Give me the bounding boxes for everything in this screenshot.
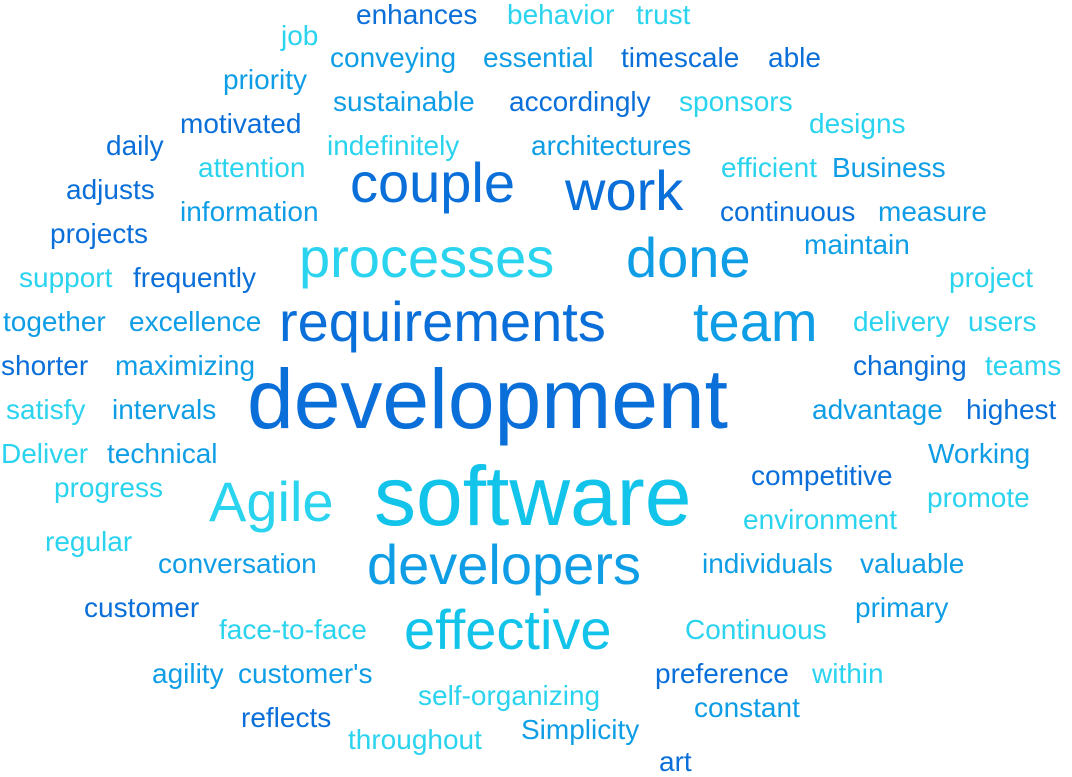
word-regular: regular [45, 526, 133, 557]
word-satisfy: satisfy [6, 394, 86, 425]
word-trust: trust [636, 0, 691, 30]
word-projects: projects [50, 218, 149, 249]
word-accordingly: accordingly [509, 86, 651, 117]
word-art: art [659, 746, 692, 777]
word-self-organizing: self-organizing [418, 680, 601, 711]
word-job: job [281, 20, 319, 51]
word-requirements: requirements [279, 290, 606, 353]
word-primary: primary [855, 592, 949, 623]
word-able: able [768, 42, 821, 73]
word-daily: daily [106, 130, 164, 161]
word-advantage: advantage [812, 394, 943, 425]
word-designs: designs [809, 108, 906, 139]
word-done: done [626, 226, 751, 289]
word-software: software [374, 449, 692, 543]
word-reflects: reflects [241, 702, 332, 733]
word-development: development [247, 352, 728, 446]
word-support: support [19, 262, 113, 293]
word-project: project [949, 262, 1034, 293]
word-individuals: individuals [702, 548, 833, 579]
word-progress: progress [54, 472, 163, 503]
word-conversation: conversation [158, 548, 317, 579]
word-priority: priority [223, 64, 308, 95]
word-deliver: Deliver [1, 438, 89, 469]
word-continuous: continuous [720, 196, 856, 227]
word-efficient: efficient [721, 152, 817, 183]
word-attention: attention [198, 152, 306, 183]
word-enhances: enhances [356, 0, 478, 30]
word-technical: technical [107, 438, 218, 469]
word-customer: customer [84, 592, 200, 623]
word-adjusts: adjusts [66, 174, 155, 205]
word-measure: measure [878, 196, 987, 227]
word-working: Working [928, 438, 1031, 469]
word-competitive: competitive [751, 460, 893, 491]
word-environment: environment [743, 504, 898, 535]
word-behavior: behavior [507, 0, 615, 30]
word-users: users [968, 306, 1037, 337]
word-conveying: conveying [330, 42, 457, 73]
word-sponsors: sponsors [679, 86, 793, 117]
word-timescale: timescale [621, 42, 740, 73]
word-promote: promote [927, 482, 1030, 513]
word-work: work [565, 159, 684, 222]
word-simplicity: Simplicity [521, 714, 640, 745]
word-intervals: intervals [112, 394, 217, 425]
word-indefinitely: indefinitely [327, 130, 460, 161]
word-agile: Agile [209, 470, 334, 533]
word-preference: preference [655, 658, 789, 689]
word-throughout: throughout [348, 724, 482, 755]
word-teams: teams [985, 350, 1062, 381]
word-within: within [812, 658, 884, 689]
word-excellence: excellence [129, 306, 262, 337]
word-face-to-face: face-to-face [219, 614, 367, 645]
word-team: team [693, 290, 818, 353]
word-processes: processes [299, 226, 555, 289]
word-motivated: motivated [180, 108, 302, 139]
word-maximizing: maximizing [115, 350, 256, 381]
word-sustainable: sustainable [333, 86, 475, 117]
word-frequently: frequently [133, 262, 256, 293]
word-delivery: delivery [853, 306, 950, 337]
word-developers: developers [367, 533, 641, 596]
word-continuous-cap: Continuous [685, 614, 827, 645]
word-highest: highest [966, 394, 1057, 425]
word-valuable: valuable [860, 548, 965, 579]
word-effective: effective [404, 598, 612, 661]
word-agility: agility [152, 658, 224, 689]
word-architectures: architectures [531, 130, 692, 161]
word-shorter: shorter [1, 350, 89, 381]
word-couple: couple [350, 151, 516, 214]
word-together: together [3, 306, 106, 337]
word-customers: customer's [238, 658, 373, 689]
word-constant: constant [694, 692, 800, 723]
word-maintain: maintain [804, 229, 910, 260]
word-information: information [180, 196, 319, 227]
word-changing: changing [853, 350, 967, 381]
word-essential: essential [483, 42, 594, 73]
word-business: Business [832, 152, 946, 183]
